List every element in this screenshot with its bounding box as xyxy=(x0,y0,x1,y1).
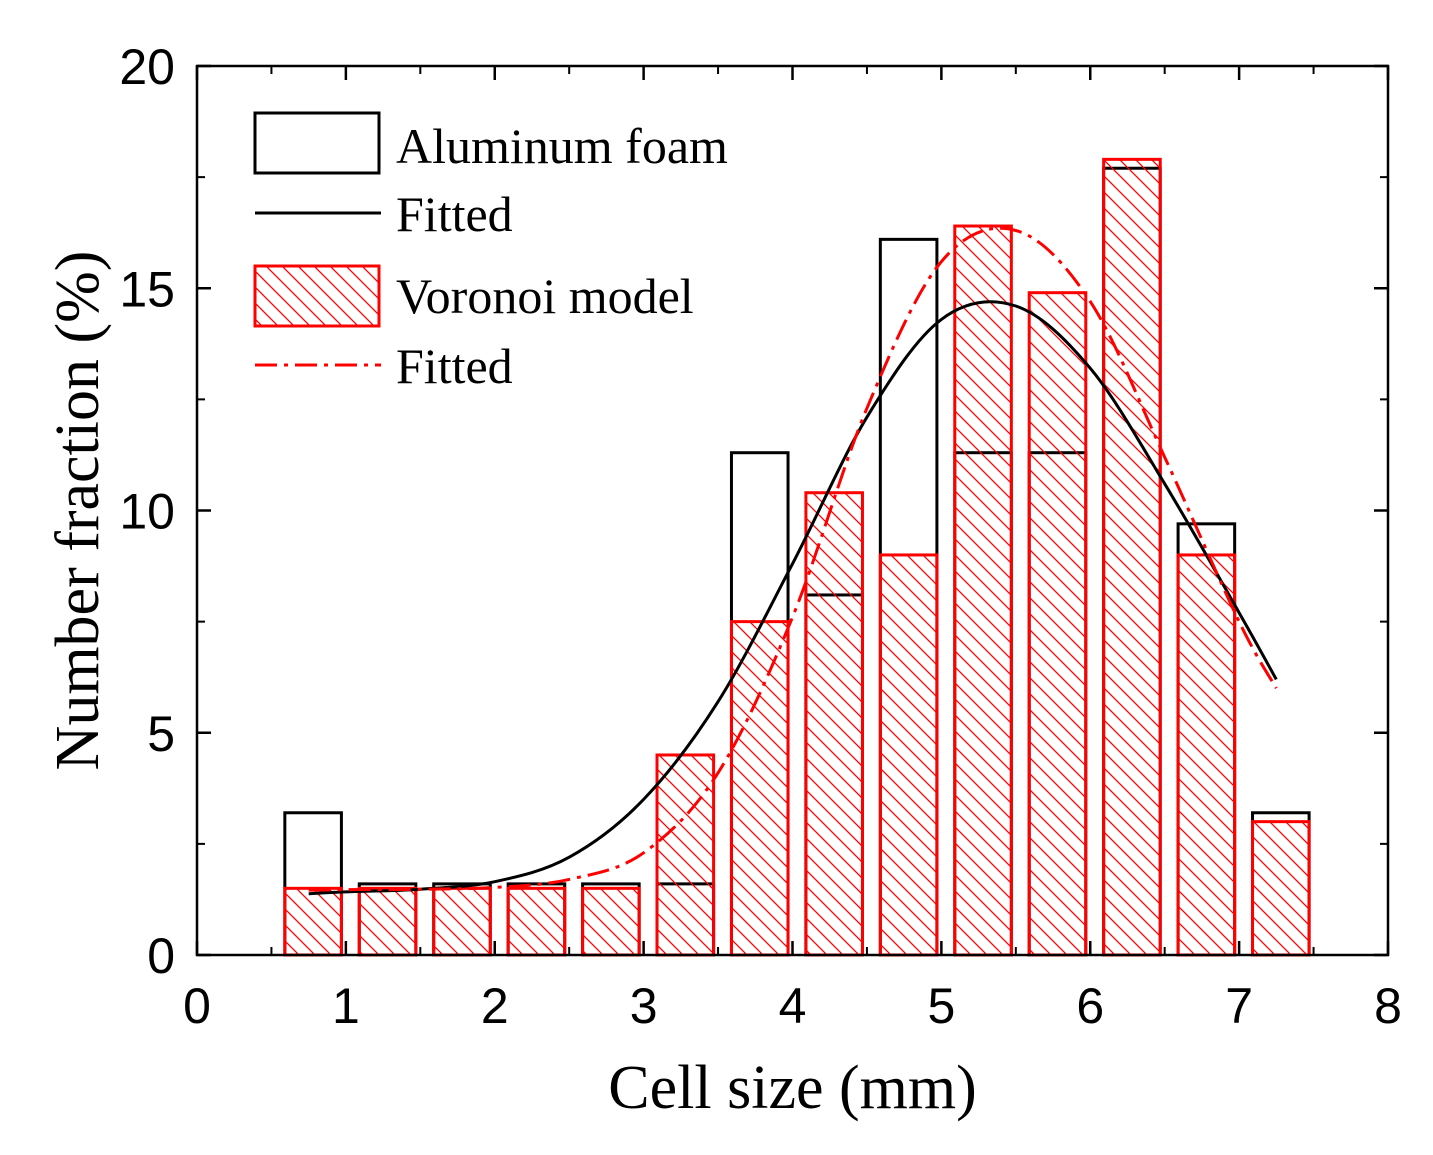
x-tick-label: 2 xyxy=(481,978,509,1034)
x-tick-label: 3 xyxy=(630,978,658,1034)
x-tick-label: 8 xyxy=(1374,978,1402,1034)
x-tick-label: 7 xyxy=(1225,978,1253,1034)
bar-voronoi-model-0 xyxy=(283,886,343,957)
x-tick-label: 4 xyxy=(779,978,807,1034)
axis-ticks: 0 1 2 3 4 5 6 7 8 0 5 10 15 20 xyxy=(119,39,1402,1034)
bar-voronoi-model-5 xyxy=(655,753,716,957)
y-tick-label: 20 xyxy=(119,39,175,95)
bar-voronoi-model-3 xyxy=(506,886,567,957)
y-axis-title: Number fraction (%) xyxy=(44,251,112,771)
x-axis-title: Cell size (mm) xyxy=(608,1054,976,1122)
bar-voronoi-model-11 xyxy=(1102,157,1162,957)
legend-label-fitted-foam: Fitted xyxy=(396,186,513,242)
y-tick-label: 15 xyxy=(119,261,175,317)
bar-voronoi-model-7 xyxy=(804,491,864,957)
x-tick-label: 5 xyxy=(927,978,955,1034)
bar-voronoi-model-12 xyxy=(1176,553,1237,957)
legend-label-fitted-voronoi: Fitted xyxy=(396,338,513,394)
legend-swatch-aluminum-foam xyxy=(253,111,381,175)
bar-voronoi-model-6 xyxy=(729,620,790,957)
x-tick-label: 0 xyxy=(183,978,211,1034)
bar-voronoi-model-1 xyxy=(357,886,418,957)
y-tick-label: 10 xyxy=(119,484,175,540)
bar-voronoi-model-13 xyxy=(1251,820,1311,957)
fitted-curve-voronoi-model xyxy=(308,226,1278,892)
x-tick-label: 6 xyxy=(1076,978,1104,1034)
bar-voronoi-model-9 xyxy=(953,224,1013,957)
legend-label-aluminum-foam: Aluminum foam xyxy=(396,118,728,174)
legend: Aluminum foam Fitted Voronoi model Fitte… xyxy=(253,111,728,394)
bar-voronoi-model-10 xyxy=(1027,291,1088,957)
fitted-curve-aluminum-foam xyxy=(308,300,1278,896)
bar-voronoi-model-8 xyxy=(878,553,939,957)
x-tick-label: 1 xyxy=(332,978,360,1034)
bar-voronoi-model-4 xyxy=(581,886,641,957)
legend-label-voronoi-model: Voronoi model xyxy=(396,268,694,324)
fitted-curves xyxy=(308,226,1278,896)
bar-voronoi-model-2 xyxy=(432,886,492,957)
y-tick-label: 0 xyxy=(147,928,175,984)
legend-swatch-voronoi-model xyxy=(253,264,381,328)
y-tick-label: 5 xyxy=(147,706,175,762)
